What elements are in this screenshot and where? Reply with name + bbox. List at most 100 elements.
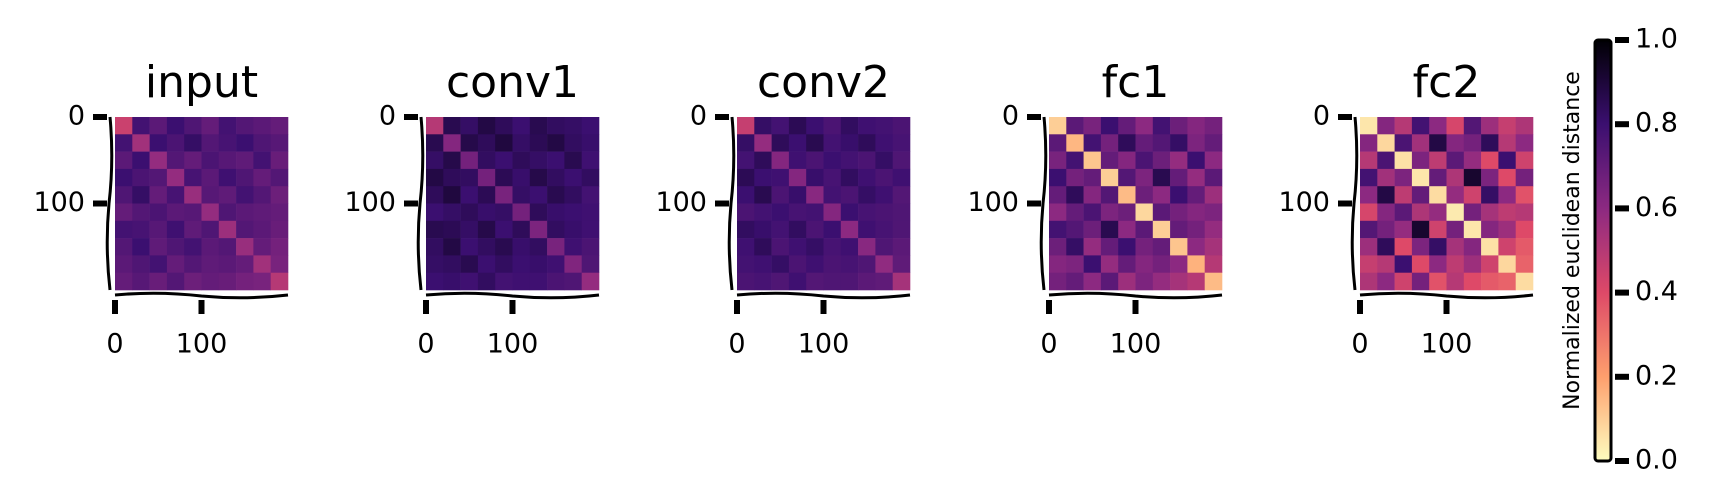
heatmap-cell [1446, 238, 1465, 256]
heatmap-cell [858, 203, 876, 222]
heatmap-cell [132, 117, 150, 135]
heatmap-cell [737, 203, 755, 222]
heatmap-cell [858, 220, 876, 239]
heatmap-cell [858, 117, 876, 135]
heatmap-cell [1515, 238, 1534, 256]
heatmap-cell [1118, 134, 1136, 152]
heatmap-cell [201, 272, 220, 291]
heatmap-cell [581, 168, 600, 187]
heatmap-cell [788, 220, 807, 239]
heatmap-cell [495, 186, 513, 204]
heatmap-cell [218, 186, 237, 204]
heatmap-cell [1187, 272, 1205, 291]
heatmap-cell [1481, 255, 1499, 273]
panel-title: fc1 [1102, 57, 1170, 108]
heatmap-cell [1377, 220, 1395, 239]
heatmap-cell [495, 134, 513, 152]
heatmap-cell [1049, 220, 1067, 239]
x-tick-label: 0 [1351, 329, 1368, 360]
heatmap-cell [132, 220, 150, 239]
heatmap-cell [1377, 117, 1395, 135]
heatmap-cell [581, 186, 600, 204]
heatmap-cell [1066, 203, 1084, 222]
heatmap-cell [806, 168, 824, 187]
heatmap-cell [201, 238, 220, 256]
heatmap-cell [1135, 238, 1154, 256]
heatmap-cell [1204, 117, 1223, 135]
heatmap-cell [253, 238, 271, 256]
heatmap-cell [892, 186, 911, 204]
heatmap-cell [253, 203, 271, 222]
heatmap-cell [1481, 186, 1499, 204]
heatmap-cell [1377, 134, 1395, 152]
heatmap-cell [1394, 238, 1413, 256]
heatmap-cell [460, 255, 479, 273]
heatmap-cell [270, 203, 289, 222]
heatmap-cell [460, 220, 479, 239]
heatmap-cell [218, 203, 237, 222]
heatmap-cell [840, 151, 859, 170]
heatmap-cell [218, 151, 237, 170]
heatmap-cell [218, 117, 237, 135]
heatmap-cell [564, 220, 582, 239]
y-tick-label: 0 [1002, 101, 1019, 132]
heatmap-cell [1411, 238, 1430, 256]
heatmap-cell [1135, 203, 1154, 222]
heatmap-cell [875, 255, 893, 273]
heatmap-cell [1083, 255, 1102, 273]
heatmap-cell [443, 134, 461, 152]
heatmap-cell [1118, 168, 1136, 187]
heatmap-cell [1204, 238, 1223, 256]
heatmap-cell [1515, 203, 1534, 222]
heatmap-cell [806, 117, 824, 135]
heatmap-cell [1152, 151, 1171, 170]
heatmap-cell [1066, 186, 1084, 204]
heatmap-cell [1135, 272, 1154, 291]
heatmap-cell [806, 186, 824, 204]
y-axis-spine [727, 116, 736, 291]
y-tick-label: 100 [655, 187, 707, 218]
heatmap-cell [737, 238, 755, 256]
heatmap-cell [1446, 220, 1465, 239]
heatmap-cell [1066, 134, 1084, 152]
heatmap-cell [875, 134, 893, 152]
heatmap-cell [529, 238, 548, 256]
heatmap-cell [858, 151, 876, 170]
heatmap-cell [426, 220, 444, 239]
heatmap-cell [823, 255, 842, 273]
x-tick-label: 100 [176, 329, 228, 360]
heatmap-cell [1204, 134, 1223, 152]
heatmap-cell [236, 117, 254, 135]
heatmap-cell [1187, 117, 1205, 135]
heatmap-cell [1049, 117, 1067, 135]
heatmap-cell [443, 220, 461, 239]
heatmap-cell [477, 134, 496, 152]
heatmap-cell [806, 220, 824, 239]
heatmap-cell [426, 203, 444, 222]
heatmap-cell [1360, 186, 1378, 204]
heatmap-cell [823, 203, 842, 222]
heatmap-cell [477, 151, 496, 170]
heatmap-cell [1135, 168, 1154, 187]
heatmap-cell [806, 272, 824, 291]
heatmap-cell [858, 134, 876, 152]
heatmap-cell [581, 220, 600, 239]
heatmap-cell [1429, 186, 1447, 204]
heatmap-cell [892, 238, 911, 256]
heatmap-cell [547, 168, 565, 187]
heatmap-cell [1118, 117, 1136, 135]
heatmap-cell [1429, 238, 1447, 256]
heatmap-cell [184, 186, 202, 204]
heatmap-cell [892, 255, 911, 273]
heatmap-cell [426, 117, 444, 135]
heatmap-cell [840, 220, 859, 239]
heatmap-cell [1187, 151, 1205, 170]
panel-title: conv1 [446, 57, 579, 108]
heatmap-cell [1100, 186, 1119, 204]
heatmap-cell [495, 255, 513, 273]
heatmap-cell [1481, 168, 1499, 187]
heatmap-cell [564, 151, 582, 170]
heatmap-cell [253, 255, 271, 273]
heatmap-cell [892, 220, 911, 239]
